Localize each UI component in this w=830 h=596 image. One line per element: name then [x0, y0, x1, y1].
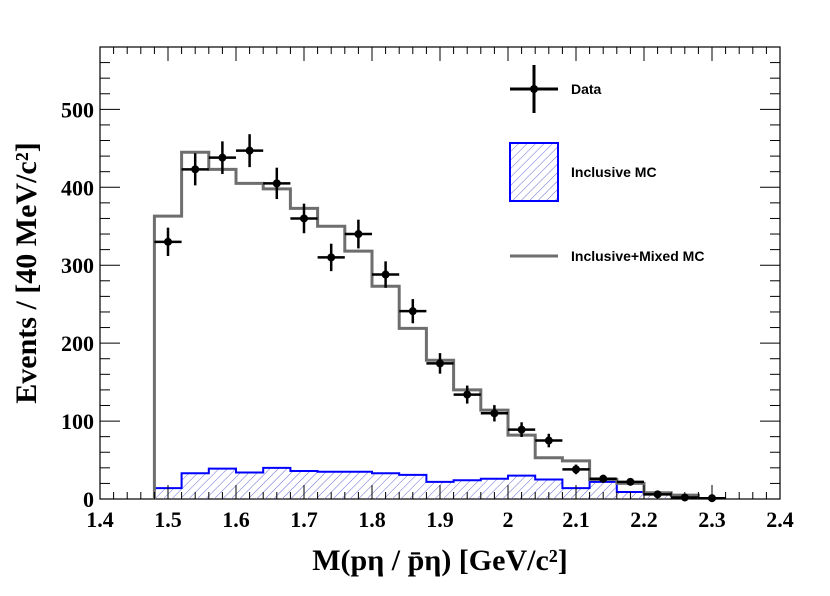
x-tick-label: 2.4	[766, 507, 794, 532]
data-point	[317, 243, 345, 272]
plot-frame	[99, 46, 781, 500]
data-point-marker	[300, 214, 308, 223]
data-point-marker	[517, 425, 526, 434]
axes: 1.4 1.5 1.6 1.7 1.8 1.9 2 2.1 2.2 2.3 2.4 0 100 200 30…	[61, 46, 794, 532]
x-axis-title: M(pη / p̄η) [GeV/c²]	[312, 544, 568, 577]
inclusive-mixed-mc-line	[152, 150, 700, 499]
legend: Data Inclusive MC Inclusive+Mixed MC	[509, 65, 704, 264]
data-point-marker	[164, 237, 172, 246]
y-tick-label: 100	[61, 409, 94, 434]
x-tick-label: 1.9	[426, 507, 454, 532]
inclusive-mc-bin	[480, 478, 508, 499]
data-point	[535, 433, 563, 448]
inclusive-mc-bin	[453, 480, 481, 499]
data-point	[344, 219, 372, 249]
y-tick-label: 300	[61, 253, 94, 278]
data-point-marker	[626, 477, 635, 486]
data-point	[453, 385, 481, 404]
legend-item-inclusive-mc: Inclusive MC	[509, 142, 657, 202]
data-point-marker	[408, 307, 417, 316]
x-tick-label: 2.1	[562, 507, 590, 532]
data-points-layer	[154, 134, 726, 503]
inclusive-mc-bin	[508, 475, 536, 499]
data-point-marker	[599, 474, 608, 483]
legend-item-data: Data	[510, 65, 602, 113]
data-point-marker	[463, 390, 472, 399]
legend-item-inclusive-mixed-mc: Inclusive+Mixed MC	[510, 248, 704, 264]
legend-inclusive-mc-swatch	[509, 142, 559, 202]
data-point	[480, 405, 508, 422]
data-point-marker	[272, 179, 281, 188]
x-tick-label: 1.5	[154, 507, 182, 532]
inclusive-mc-bin	[589, 481, 617, 499]
data-point	[181, 153, 209, 186]
x-tick-label: 2	[503, 507, 514, 532]
x-tick-label: 2.2	[630, 507, 658, 532]
data-point	[372, 261, 400, 288]
data-point	[426, 353, 454, 374]
data-point-marker	[354, 230, 363, 239]
data-point	[399, 299, 427, 324]
data-point	[263, 167, 291, 200]
data-point	[154, 227, 182, 256]
x-tick-label: 2.3	[698, 507, 726, 532]
x-tick-label: 1.6	[222, 507, 250, 532]
x-tick-label: 1.7	[290, 507, 318, 532]
inclusive-mixed-mc-layer	[152, 150, 700, 499]
y-tick-label: 500	[61, 97, 94, 122]
data-point-marker	[218, 153, 227, 162]
legend-data-marker-dot	[530, 85, 538, 93]
legend-label-inclusive-mixed-mc: Inclusive+Mixed MC	[571, 248, 704, 264]
data-point-marker	[381, 270, 390, 279]
data-point	[290, 203, 318, 234]
inclusive-mc-bin	[535, 479, 563, 499]
y-tick-label: 400	[61, 175, 94, 200]
data-point	[616, 477, 644, 486]
data-point-marker	[490, 409, 499, 418]
y-tick-label: 0	[83, 487, 94, 512]
y-tick-label: 200	[61, 331, 94, 356]
data-point-marker	[572, 465, 580, 474]
legend-label-data: Data	[571, 81, 602, 97]
data-point	[508, 422, 536, 437]
y-axis-title: Events / [40 MeV/c²]	[10, 142, 43, 403]
data-point	[236, 134, 264, 168]
legend-label-inclusive-mc: Inclusive MC	[571, 164, 657, 180]
data-point	[562, 464, 590, 475]
x-tick-label: 1.4	[86, 507, 114, 532]
data-point-marker	[436, 359, 444, 368]
data-point	[589, 474, 617, 483]
x-tick-label: 1.8	[358, 507, 386, 532]
data-point-marker	[544, 436, 553, 445]
data-point-marker	[191, 165, 200, 174]
data-point-marker	[245, 146, 254, 155]
data-point-marker	[327, 253, 336, 262]
data-point	[208, 141, 236, 174]
